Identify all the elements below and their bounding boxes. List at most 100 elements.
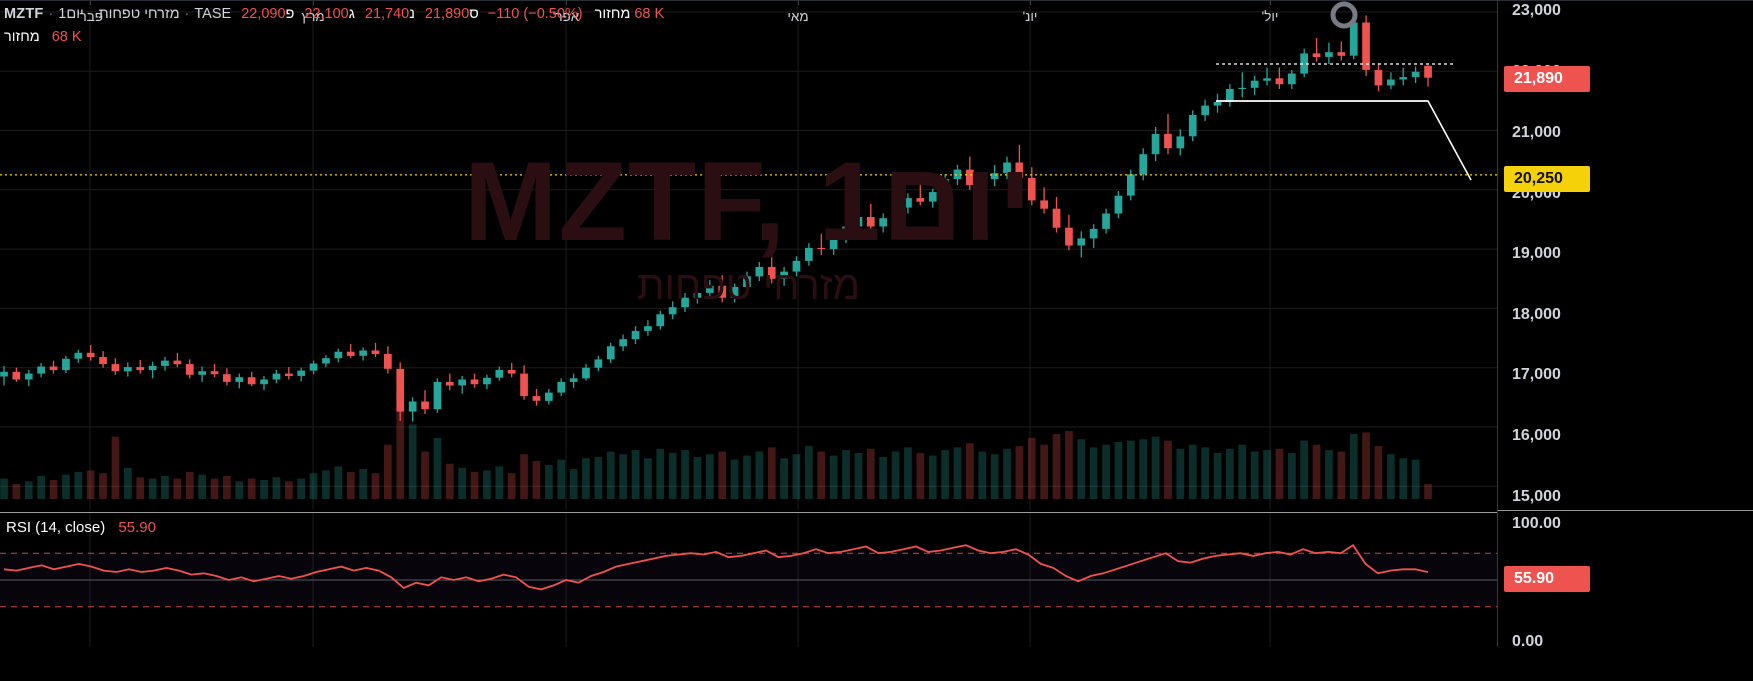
candle-body xyxy=(1114,195,1123,214)
price-pane[interactable] xyxy=(0,0,1497,510)
symbol-ticker[interactable]: MZTF xyxy=(4,6,44,22)
time-axis-tick xyxy=(566,0,567,5)
candle-body xyxy=(569,378,578,382)
volume-bar xyxy=(1052,433,1061,499)
volume-bar xyxy=(260,480,268,499)
candle-body xyxy=(433,381,442,410)
candle-body xyxy=(124,367,132,372)
candle-body xyxy=(854,217,863,227)
ohlc-open-value: 22,090 xyxy=(241,6,286,22)
candle-body xyxy=(1288,73,1296,85)
interval-label[interactable]: 1יום xyxy=(58,6,84,22)
volume-bar xyxy=(185,471,194,499)
volume-bar xyxy=(359,469,367,499)
volume-bar xyxy=(235,481,244,499)
candle-body xyxy=(879,218,887,227)
volume-bar xyxy=(334,466,343,499)
volume-bar xyxy=(582,458,590,499)
price-alert-badge[interactable]: 20,250 xyxy=(1504,166,1590,192)
volume-bar xyxy=(111,436,120,499)
change-value: −110 (−0.50%) xyxy=(487,6,583,22)
volume-bar xyxy=(953,447,962,499)
volume-legend-value: 68 K xyxy=(634,6,665,22)
rsi-value-badge[interactable]: 55.90 xyxy=(1504,566,1590,592)
last-price-badge[interactable]: 21,890 xyxy=(1504,66,1590,92)
candle-body xyxy=(891,207,900,219)
volume-bar xyxy=(755,451,764,499)
candle-body xyxy=(285,373,293,376)
candle-body xyxy=(1188,115,1197,137)
volume-bar xyxy=(309,473,318,499)
volume-bar xyxy=(470,471,479,499)
volume-bar xyxy=(297,478,305,499)
candle-body xyxy=(1052,208,1061,228)
volume-bar xyxy=(458,467,466,499)
price-axis-tick: 21,000 xyxy=(1512,124,1561,141)
candle-body xyxy=(260,379,268,385)
legend-separator-2: · xyxy=(88,6,94,22)
volume-bar xyxy=(1226,448,1234,499)
price-axis-tick: 19,000 xyxy=(1512,245,1561,262)
ohlc-close-value: 21,890 xyxy=(424,6,470,22)
candle-body xyxy=(1213,102,1222,106)
volume-bar xyxy=(792,454,801,499)
time-axis[interactable]: 'פבר מרץ 'אפר מאי 'יונ 'יול xyxy=(0,0,1753,34)
candle-body xyxy=(470,379,479,385)
volume-bar xyxy=(805,446,813,499)
ohlc-high: ג22,100 xyxy=(294,4,355,24)
volume-bar xyxy=(668,452,677,499)
legend-separator-3: · xyxy=(184,6,190,22)
volume-bar xyxy=(681,450,689,499)
rsi-pane[interactable]: RSI (14, close) 55.90 xyxy=(0,512,1497,647)
candle-body xyxy=(309,363,318,371)
volume-bar xyxy=(1374,446,1383,499)
volume-bar xyxy=(148,478,157,499)
volume-bar xyxy=(37,475,45,499)
volume-bar xyxy=(594,456,603,499)
candle-body xyxy=(594,359,603,368)
candle-body xyxy=(1275,78,1284,85)
price-axis-tick: 16,000 xyxy=(1512,427,1561,444)
company-name: מזרחי טפחות xyxy=(98,6,180,22)
candle-body xyxy=(408,401,417,412)
price-axis-tick: 15,000 xyxy=(1512,488,1561,505)
candle-body xyxy=(1226,89,1234,102)
candle-body xyxy=(198,371,206,375)
candle-body xyxy=(780,271,788,279)
axis-pane-separator xyxy=(1498,510,1753,511)
ohlc-close: ס21,890 xyxy=(415,4,479,24)
candle-body xyxy=(1263,78,1271,81)
candle-body xyxy=(829,238,838,250)
volume-bar xyxy=(49,480,58,499)
volume-bar xyxy=(1015,446,1024,499)
candle-body xyxy=(582,367,590,379)
candle-body xyxy=(445,381,454,386)
volume-bar xyxy=(24,481,33,499)
candle-body xyxy=(805,247,813,261)
volume-bar xyxy=(1065,431,1073,499)
volume-bar xyxy=(1263,450,1271,499)
volume-bar xyxy=(1089,447,1098,499)
candle-body xyxy=(161,360,169,366)
candle-body xyxy=(1102,213,1110,229)
price-chart-canvas[interactable] xyxy=(0,0,1497,510)
candle-body xyxy=(49,366,58,371)
candle-body xyxy=(706,285,714,293)
volume-bar xyxy=(656,448,665,499)
volume-bar xyxy=(990,454,999,499)
candle-body xyxy=(1362,22,1370,70)
volume-bar xyxy=(644,458,652,499)
price-axis[interactable]: 23,00022,00021,00020,00019,00018,00017,0… xyxy=(1497,0,1753,650)
legend-indicator-row[interactable]: מחזור 68 K xyxy=(4,27,664,47)
candle-body xyxy=(953,169,962,180)
candle-body xyxy=(0,371,8,377)
rsi-legend-name[interactable]: RSI (14, close) xyxy=(6,519,106,536)
volume-bar xyxy=(173,478,182,499)
volume-bar xyxy=(817,451,826,499)
volume-bar xyxy=(346,471,355,499)
candle-body xyxy=(1176,136,1185,149)
candle-body xyxy=(210,371,219,375)
candle-body xyxy=(1015,162,1024,178)
candle-body xyxy=(656,314,665,327)
rsi-chart-canvas[interactable] xyxy=(0,513,1497,647)
